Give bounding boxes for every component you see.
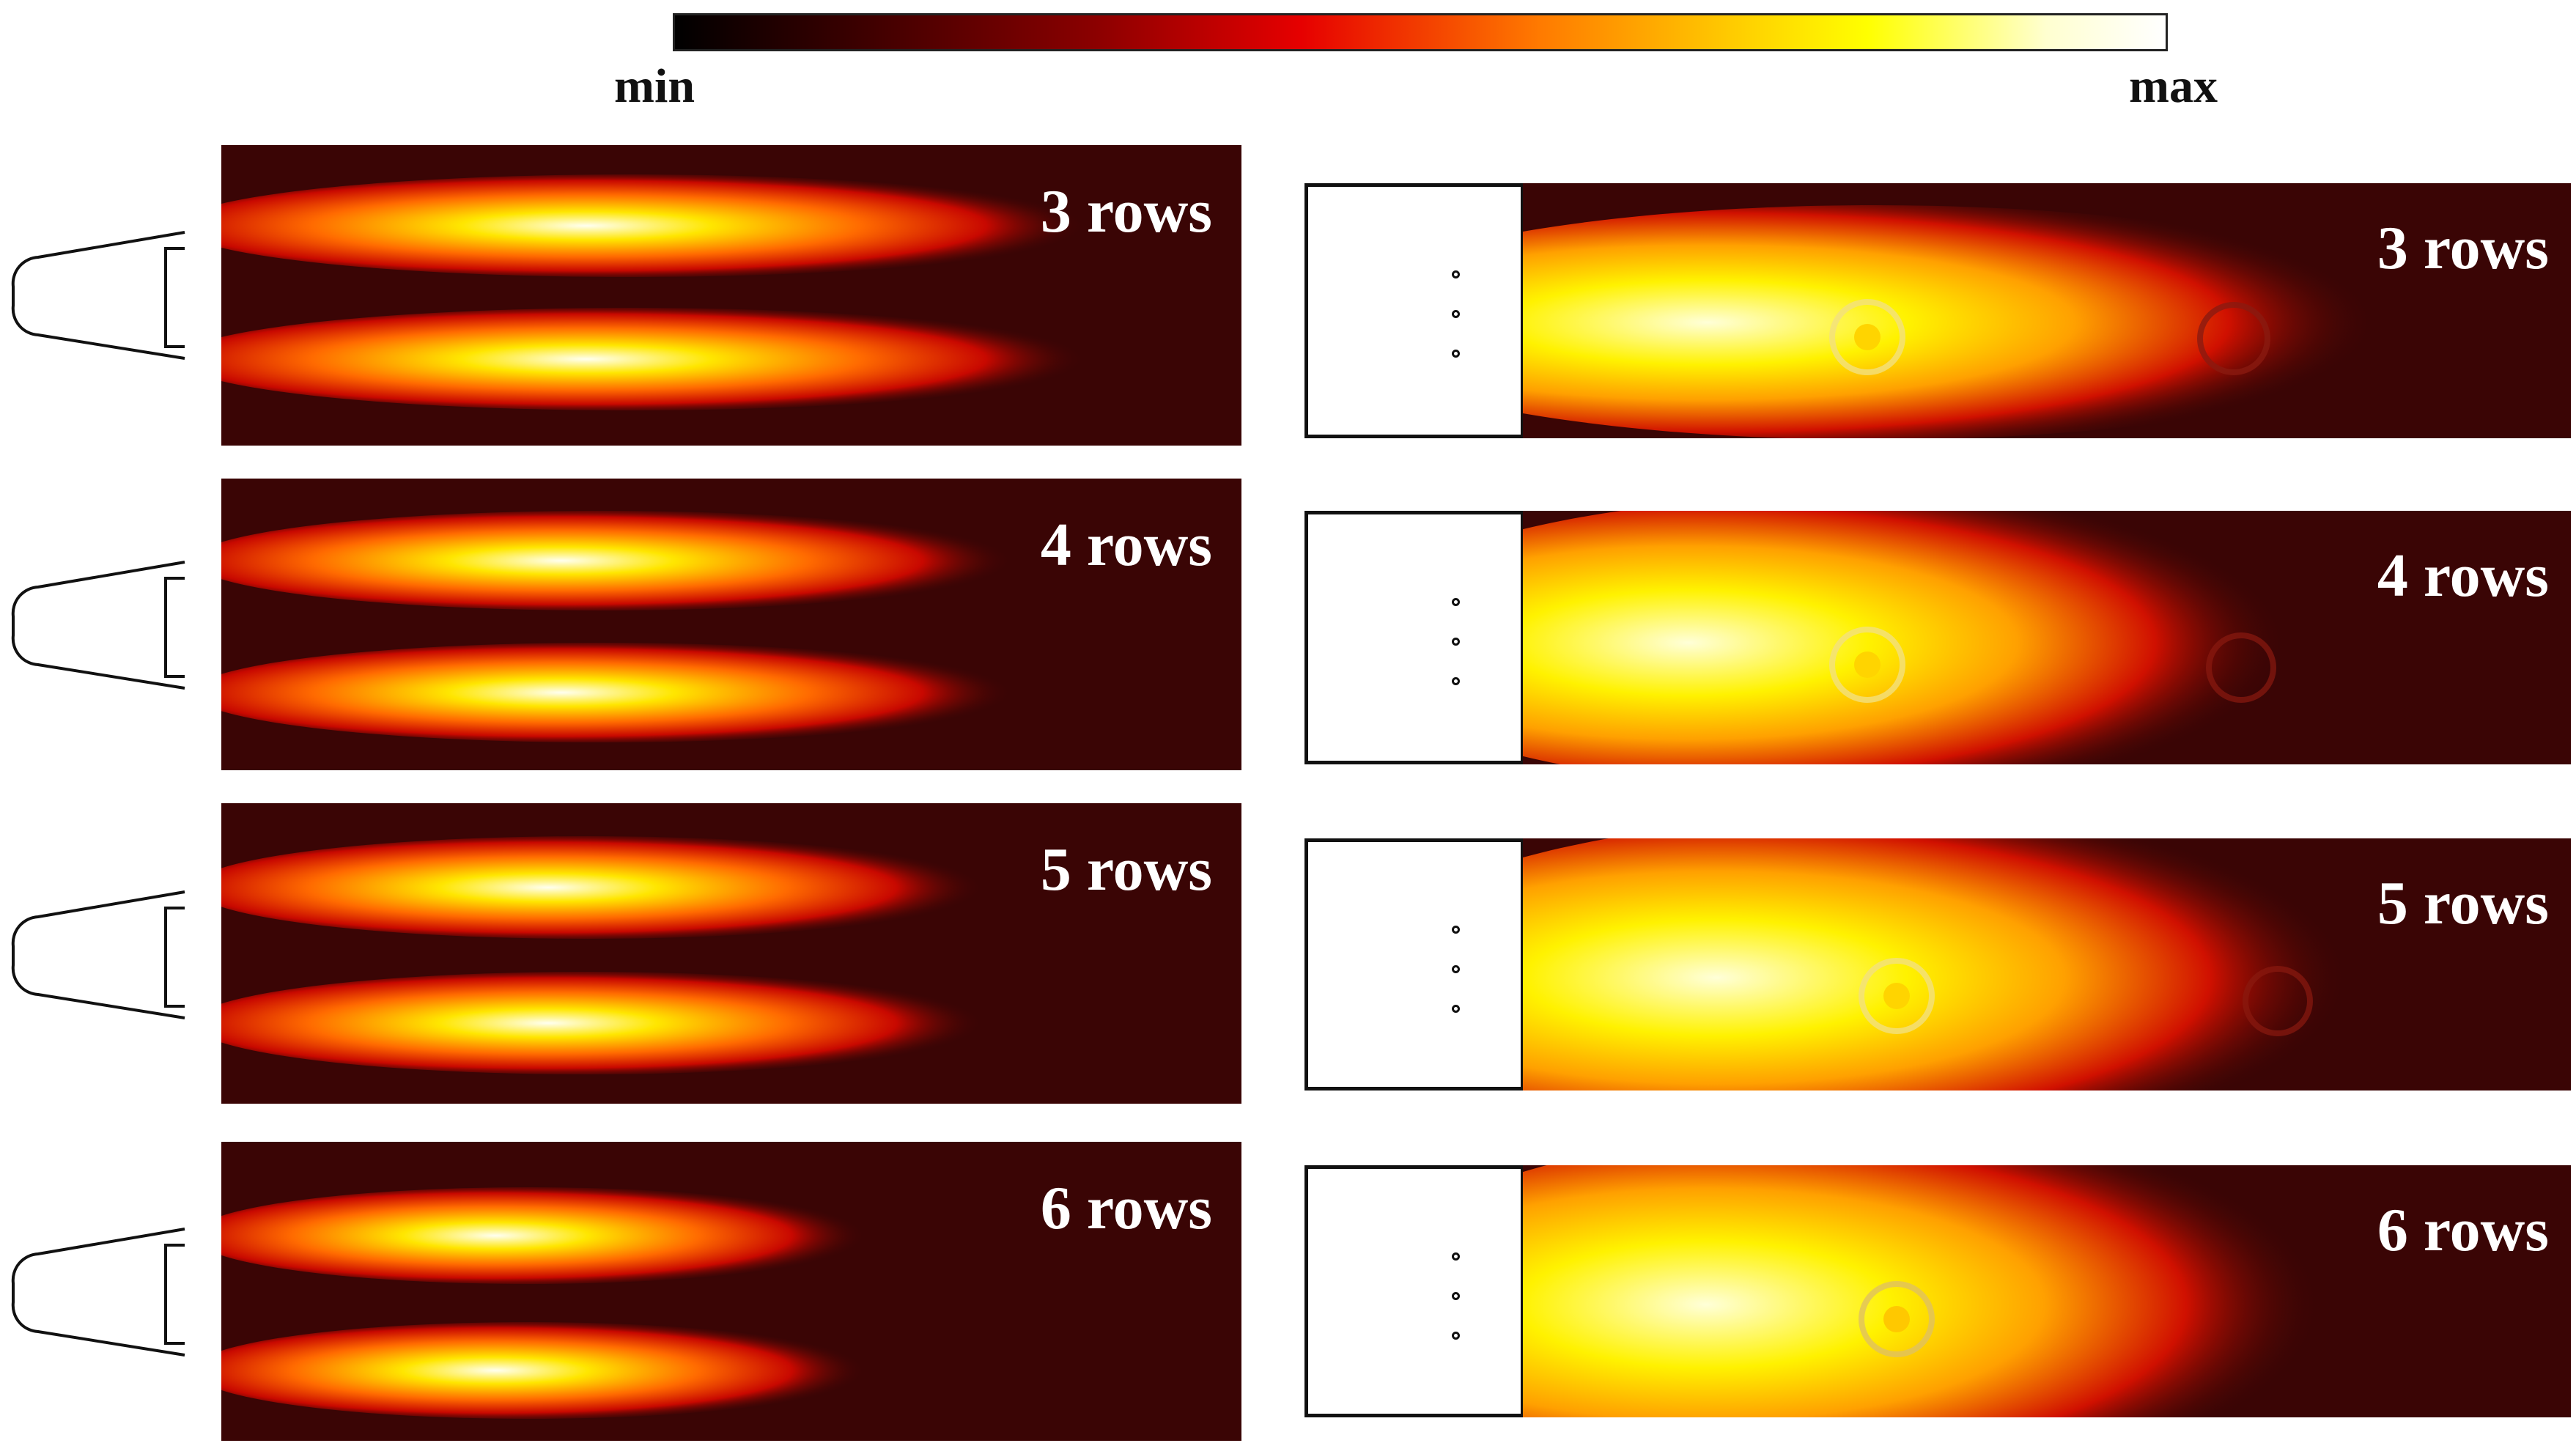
colorbar [673,13,2168,51]
left-panel-1-label: 3 rows [1040,177,1212,246]
nozzle-face-box [1304,511,1524,764]
hole-icon [1452,926,1460,934]
colorbar-max-label: max [2129,59,2218,113]
nozzle-face-box [1304,1165,1524,1417]
nozzle-face-box [1304,838,1524,1090]
right-panel-1-label: 3 rows [2377,214,2549,282]
left-panel-2: 4 rows [221,479,1241,770]
left-panel-3-label: 5 rows [1040,835,1212,904]
hole-icon [1452,270,1460,278]
hole-icon [1452,638,1460,646]
nozzle-outline-icon [11,561,185,690]
hole-icon [1452,1252,1460,1261]
left-panel-1: 3 rows [221,145,1241,446]
right-panel-4-label: 6 rows [2377,1196,2549,1264]
nozzle-outline-icon [11,231,185,360]
hole-icon [1452,965,1460,973]
nozzle-outline-icon [11,890,185,1019]
hole-icon [1452,1292,1460,1300]
right-panel-2-label: 4 rows [2377,542,2549,610]
right-panel-4: 6 rows [1523,1165,2571,1417]
hole-icon [1452,350,1460,358]
right-panel-3-label: 5 rows [2377,869,2549,937]
hole-icon [1452,1332,1460,1340]
right-panel-2: 4 rows [1523,511,2571,764]
left-panel-4: 6 rows [221,1142,1241,1441]
left-panel-2-label: 4 rows [1040,511,1212,579]
hole-icon [1452,677,1460,685]
hole-icon [1452,310,1460,318]
hole-icon [1452,1005,1460,1013]
nozzle-outline-icon [11,1228,185,1357]
right-panel-3: 5 rows [1523,838,2571,1090]
nozzle-face-box [1304,183,1524,438]
colorbar-min-label: min [614,59,695,113]
right-panel-1: 3 rows [1523,183,2571,438]
left-panel-4-label: 6 rows [1040,1174,1212,1242]
left-panel-3: 5 rows [221,803,1241,1104]
hole-icon [1452,598,1460,606]
